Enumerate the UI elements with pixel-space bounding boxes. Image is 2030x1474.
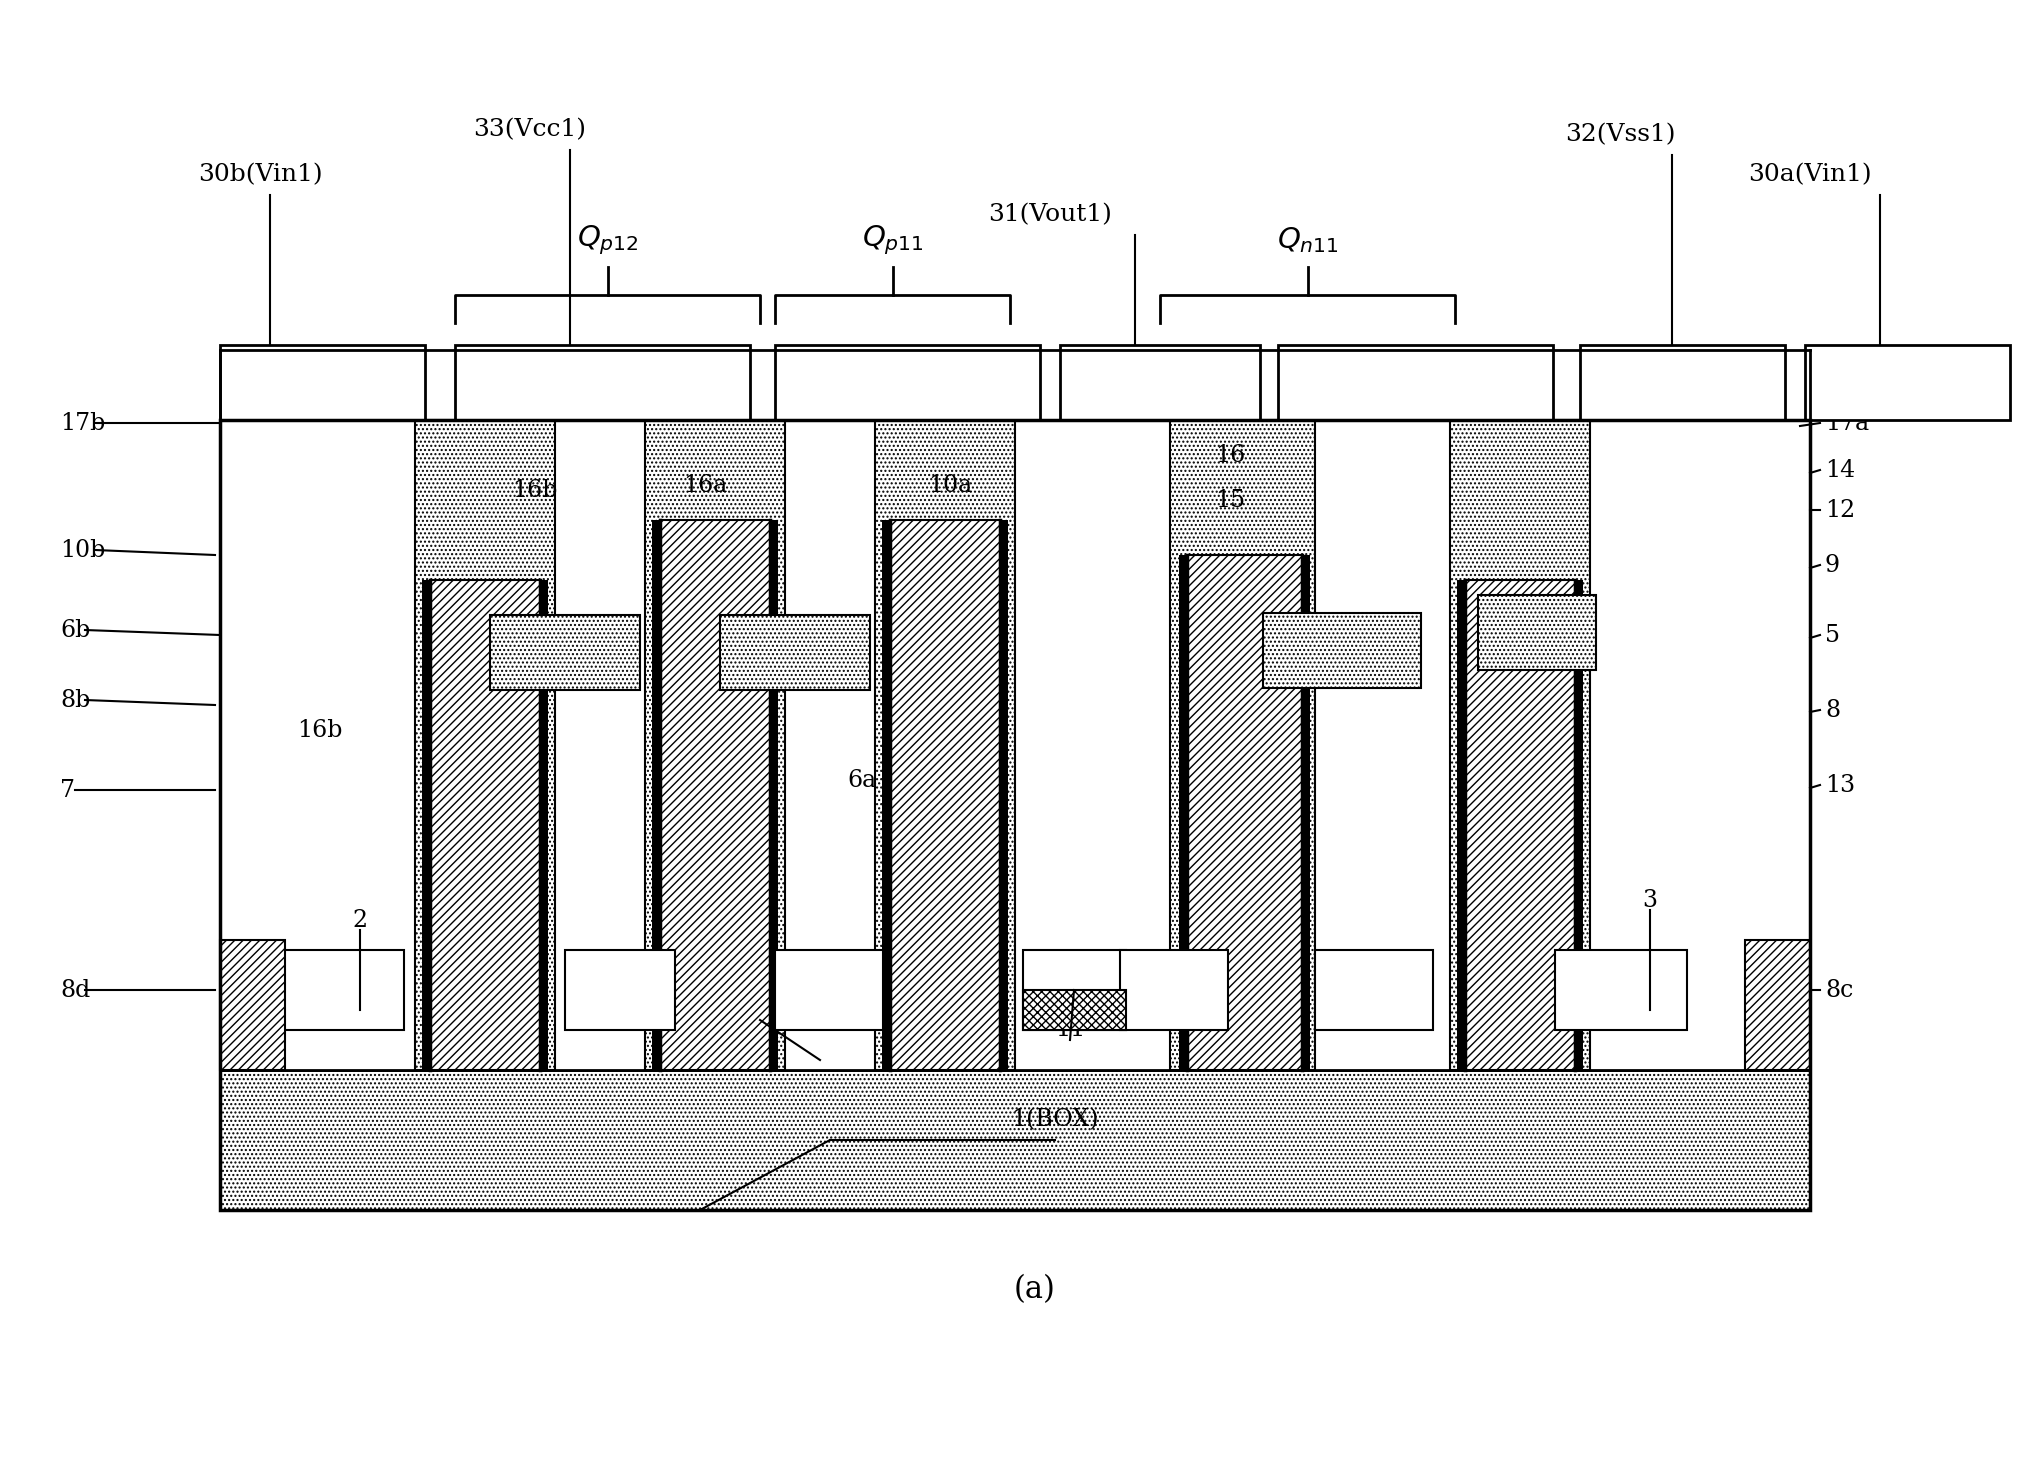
Bar [1464, 579, 1573, 1070]
Text: 16: 16 [1214, 444, 1244, 466]
Bar [1263, 613, 1421, 688]
Text: 12: 12 [1825, 498, 1853, 522]
Text: p+: p+ [777, 641, 812, 663]
Bar [422, 579, 430, 1070]
Text: n+: n+ [1604, 979, 1636, 1001]
Text: 14: 14 [1825, 458, 1853, 482]
Text: 10a: 10a [928, 473, 972, 497]
Bar [489, 615, 639, 690]
Bar [889, 520, 999, 1070]
Bar [1023, 951, 1125, 1030]
Bar [221, 811, 1121, 1070]
Text: p+: p+ [603, 979, 635, 1001]
Bar [1579, 345, 1784, 420]
Bar [881, 520, 889, 1070]
Bar [1313, 951, 1433, 1030]
Bar [219, 345, 424, 420]
Text: $Q_{p12}$: $Q_{p12}$ [577, 223, 637, 256]
Bar [1060, 345, 1259, 420]
Bar [455, 345, 749, 420]
Bar [264, 951, 404, 1030]
Bar [219, 1070, 1809, 1210]
Bar [219, 420, 1809, 1210]
Text: 16a: 16a [682, 473, 727, 497]
Text: 30a(Vin1): 30a(Vin1) [1748, 164, 1872, 187]
Bar [769, 520, 777, 1070]
Bar [1301, 556, 1309, 1070]
Bar [221, 422, 406, 1069]
Bar [1277, 345, 1553, 420]
Bar [564, 951, 674, 1030]
Text: 16b: 16b [296, 718, 343, 741]
Bar [430, 579, 540, 1070]
Bar [775, 345, 1039, 420]
Bar [652, 520, 660, 1070]
Bar [219, 349, 1809, 420]
Text: 11: 11 [1054, 1019, 1084, 1042]
Text: 16b: 16b [512, 479, 558, 501]
Text: 6b: 6b [61, 619, 89, 641]
Text: 5: 5 [1825, 624, 1839, 647]
Bar [219, 420, 1809, 1070]
Bar [660, 520, 769, 1070]
Text: n+: n+ [1520, 621, 1553, 643]
Bar [1573, 579, 1581, 1070]
Text: 8: 8 [1825, 699, 1839, 721]
Text: (a): (a) [1013, 1275, 1056, 1306]
Bar [1622, 422, 1807, 1069]
Text: 31(Vout1): 31(Vout1) [987, 203, 1110, 227]
Text: 1(BOX): 1(BOX) [1011, 1108, 1098, 1132]
Text: 17b: 17b [61, 411, 106, 435]
Text: 33(Vcc1): 33(Vcc1) [473, 118, 587, 142]
Text: 13: 13 [1825, 774, 1853, 796]
Bar [1179, 556, 1186, 1070]
Text: p+: p+ [548, 641, 581, 663]
Bar [1023, 991, 1125, 1030]
Text: 8d: 8d [61, 979, 89, 1001]
Bar [414, 420, 554, 1070]
Bar [1121, 855, 1811, 1070]
Text: 15: 15 [1214, 488, 1244, 511]
Text: 6a: 6a [847, 768, 877, 792]
Text: 10b: 10b [61, 538, 106, 562]
Text: 30b(Vin1): 30b(Vin1) [197, 164, 323, 187]
Text: 17a: 17a [1825, 411, 1868, 435]
Bar [875, 420, 1015, 1070]
Text: 8c: 8c [1825, 979, 1851, 1001]
Text: n+: n+ [1326, 640, 1358, 660]
Text: p+: p+ [317, 979, 351, 1001]
Bar [1186, 556, 1301, 1070]
Text: 4: 4 [751, 1008, 767, 1032]
Text: p+: p+ [1058, 979, 1090, 1001]
Text: 9: 9 [1825, 554, 1839, 576]
Bar [1555, 951, 1687, 1030]
Bar [1805, 345, 2010, 420]
Bar [540, 579, 548, 1070]
Bar [1449, 420, 1589, 1070]
Text: 7: 7 [61, 778, 75, 802]
Bar [1169, 420, 1313, 1070]
Bar [1119, 951, 1228, 1030]
Text: 32(Vss1): 32(Vss1) [1563, 124, 1675, 146]
Bar [775, 951, 883, 1030]
Bar [1478, 595, 1596, 671]
Text: 2: 2 [353, 908, 367, 932]
Text: 3: 3 [1642, 889, 1656, 911]
Bar [999, 520, 1007, 1070]
Text: $Q_{n11}$: $Q_{n11}$ [1277, 226, 1338, 255]
Text: 8b: 8b [61, 688, 89, 712]
Bar [1744, 940, 1809, 1070]
Bar [1456, 579, 1464, 1070]
Text: n+: n+ [1356, 979, 1391, 1001]
Text: $Q_{p11}$: $Q_{p11}$ [861, 223, 924, 256]
Bar [721, 615, 869, 690]
Bar [646, 420, 786, 1070]
Text: n+: n+ [1157, 979, 1190, 1001]
Bar [219, 940, 284, 1070]
Text: p+: p+ [812, 979, 844, 1001]
